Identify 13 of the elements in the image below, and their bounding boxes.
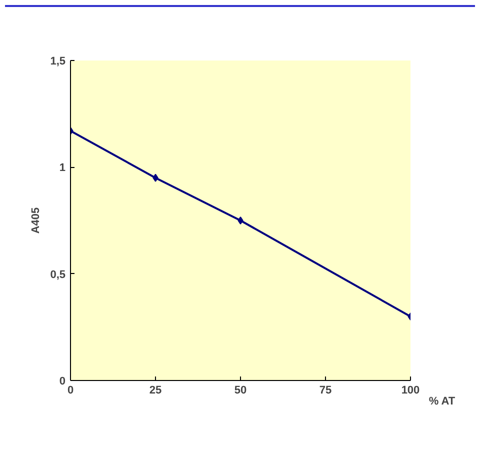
y-tick-label: 1: [59, 162, 66, 174]
y-axis-title: A405: [30, 207, 42, 234]
x-tick-label: 100: [401, 384, 420, 396]
x-tick-label: 25: [149, 384, 162, 396]
y-tick-label: 0: [59, 376, 66, 388]
x-tick-label: 0: [67, 384, 74, 396]
point: [152, 174, 158, 182]
y-tick-label: 1,5: [50, 56, 66, 68]
y-tick-label: 0,5: [50, 268, 66, 281]
x-tick-label: 75: [319, 384, 332, 396]
x-axis-title: % AT: [428, 396, 456, 408]
point: [238, 216, 244, 224]
x-tick-label: 50: [234, 384, 247, 396]
